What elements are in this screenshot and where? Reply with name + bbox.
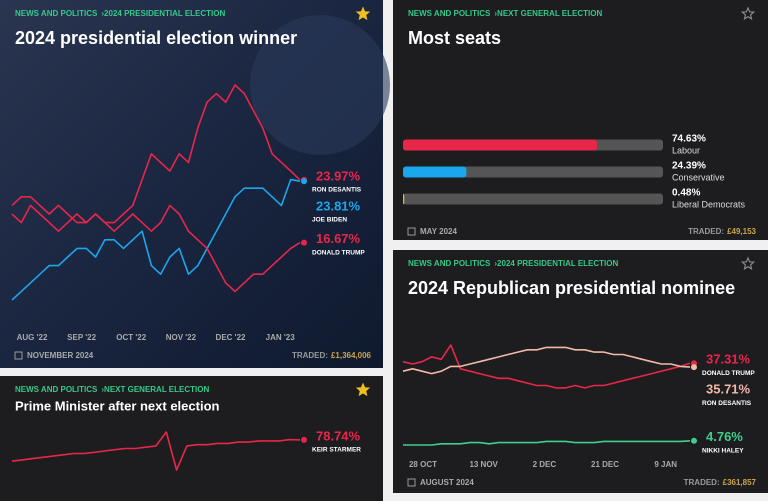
card: NEWS AND POLITICS ›NEXT GENERAL ELECTION M… [393,0,768,240]
bar-value-label: 24.39% [672,161,706,172]
breadcrumb-item: NEXT GENERAL ELECTION [104,385,209,394]
current-dot [691,364,697,371]
breadcrumb-item: 2024 PRESIDENTIAL ELECTION [104,9,225,18]
star[interactable] [740,256,756,271]
series-line [11,84,301,232]
current-value-label: 23.97% [316,168,361,183]
series-line [403,440,691,446]
breadcrumb-separator: › [101,385,104,394]
breadcrumb-separator: › [494,9,497,18]
bar-value-label: 74.63% [672,134,706,145]
traded-amount: £361,857 [723,478,757,487]
bar-value-label: 0.48% [672,188,700,199]
card-title: Prime Minister after next election [15,398,220,413]
breadcrumb-item: NEWS AND POLITICS [15,385,98,394]
traded-amount: £1,364,006 [331,351,372,360]
series-name: RON DESANTIS [312,187,362,194]
bar [403,166,467,178]
x-tick-label: DEC '22 [216,333,246,342]
x-tick-label: 13 NOV [469,460,498,469]
series-name: RON DESANTIS [702,400,752,407]
calendar-icon [407,227,416,236]
x-tick-label: 2 DEC [533,460,557,469]
card: NEWS AND POLITICS ›2024 PRESIDENTIAL ELEC… [393,250,768,493]
series-line [402,344,691,389]
traded-label: TRADED: [684,478,720,487]
series-line [11,431,301,471]
series-line [11,178,301,301]
bar-track [403,193,663,205]
card: NEWS AND POLITICS ›NEXT GENERAL ELECTION P… [0,376,383,501]
breadcrumb-item: NEXT GENERAL ELECTION [497,9,602,18]
breadcrumb-item: NEWS AND POLITICS [408,9,491,18]
series-name: KEIR STARMER [312,447,361,454]
breadcrumb: NEWS AND POLITICS ›NEXT GENERAL ELECTION [15,385,209,394]
calendar-icon [14,351,23,360]
traded: TRADED: £1,364,006 [292,351,372,360]
bar [403,193,405,205]
card-background [393,250,768,493]
current-dot [691,437,697,444]
footer-date: AUGUST 2024 [420,478,474,487]
bar-category-label: Conservative [672,172,725,182]
x-tick-label: JAN '23 [266,333,296,342]
x-tick-label: AUG '22 [17,333,48,342]
traded-amount: £49,153 [727,227,756,236]
breadcrumb: NEWS AND POLITICS ›NEXT GENERAL ELECTION [408,9,602,18]
traded: TRADED: £49,153 [688,227,756,236]
breadcrumb-item: NEWS AND POLITICS [408,259,491,268]
star[interactable] [355,6,371,21]
footer-date: MAY 2024 [420,227,457,236]
series-name: DONALD TRUMP [702,370,755,377]
current-dot [301,239,307,246]
x-tick-label: SEP '22 [67,333,96,342]
breadcrumb: NEWS AND POLITICS ›2024 PRESIDENTIAL ELEC… [15,9,225,18]
x-tick-label: NOV '22 [166,333,197,342]
series-line [402,346,691,375]
series-name: NIKKI HALEY [702,448,744,455]
current-dot [301,178,307,185]
x-tick-label: OCT '22 [116,333,146,342]
breadcrumb-separator: › [101,9,104,18]
breadcrumb-item: 2024 PRESIDENTIAL ELECTION [497,259,618,268]
breadcrumb-separator: › [494,259,497,268]
x-tick-label: 28 OCT [409,460,437,469]
traded-label: TRADED: [292,351,328,360]
card: NEWS AND POLITICS ›2024 PRESIDENTIAL ELEC… [0,0,390,368]
card-background [0,376,383,501]
series-line [11,196,301,293]
x-tick-label: 9 JAN [654,460,677,469]
current-dot [301,436,307,443]
x-tick-label: 21 DEC [591,460,619,469]
traded: TRADED: £361,857 [684,478,757,487]
card-title: Most seats [408,28,501,48]
current-value-label: 78.74% [316,428,361,443]
current-value-label: 16.67% [316,231,361,246]
traded-label: TRADED: [688,227,724,236]
calendar-icon [407,478,416,487]
star[interactable] [740,6,756,21]
current-value-label: 23.81% [316,198,361,213]
bar-category-label: Labour [672,145,700,155]
breadcrumb-item: NEWS AND POLITICS [15,9,98,18]
series-name: JOE BIDEN [312,217,347,224]
breadcrumb: NEWS AND POLITICS ›2024 PRESIDENTIAL ELEC… [408,259,618,268]
bar-track [403,166,663,178]
star[interactable] [355,382,371,397]
card-title: 2024 Republican presidential nominee [408,278,735,298]
current-value-label: 35.71% [706,382,751,397]
photo-seal [250,15,390,155]
current-value-label: 4.76% [706,429,743,444]
bar-category-label: Liberal Democrats [672,199,746,209]
bar [403,139,598,151]
footer-date: NOVEMBER 2024 [27,351,94,360]
card-title: 2024 presidential election winner [15,28,297,48]
current-value-label: 37.31% [706,352,751,367]
series-name: DONALD TRUMP [312,249,365,256]
